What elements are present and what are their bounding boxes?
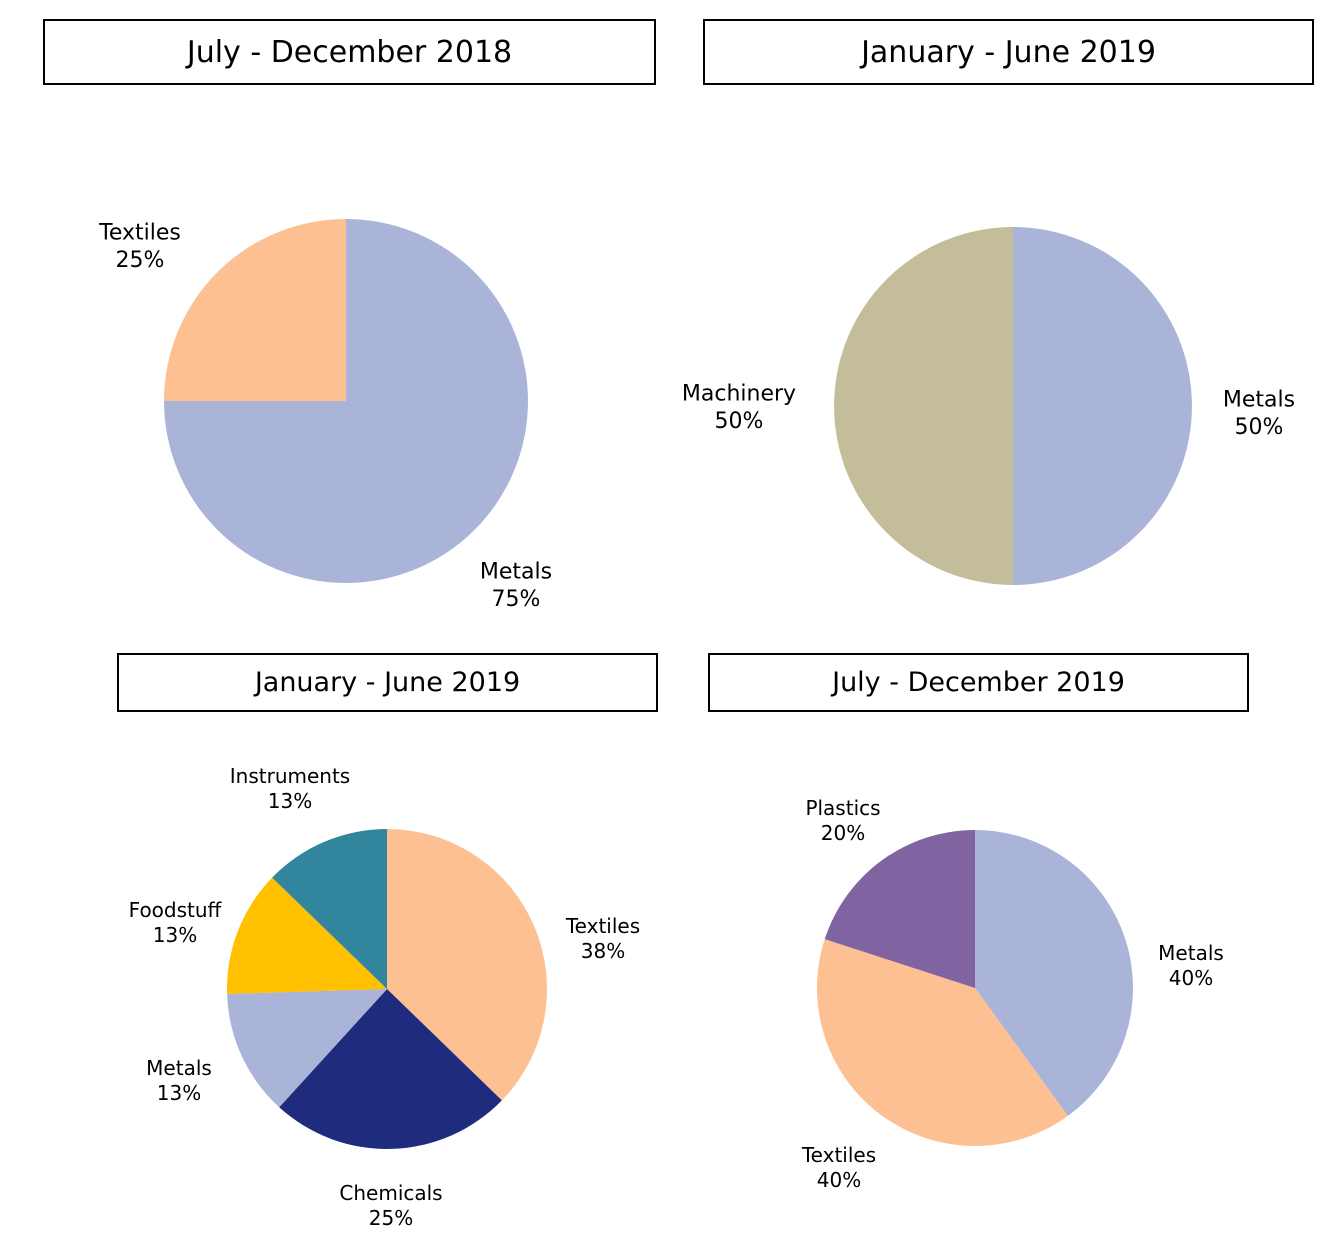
- pie-3-slice-metals: [227, 989, 387, 1108]
- pie-1-label-textiles: Textiles: [98, 221, 181, 246]
- pie-3-label-textiles: Textiles: [565, 914, 640, 938]
- pie-1-value-textiles: 25%: [116, 248, 165, 273]
- pie-2-slice-metals: [1013, 227, 1192, 585]
- pie-3-slice-instruments: [272, 829, 387, 989]
- pie-3-value-metals: 13%: [157, 1081, 201, 1105]
- pie-chart-3: Textiles38%Chemicals25%Metals13%Foodstuf…: [129, 764, 640, 1230]
- chart-4-title: July - December 2019: [708, 653, 1249, 712]
- pie-4-value-plastics: 20%: [821, 821, 865, 845]
- pie-3-value-instruments: 13%: [268, 789, 312, 813]
- pie-3-slice-textiles: [387, 828, 548, 1101]
- pie-3-label-foodstuff: Foodstuff: [129, 898, 223, 922]
- pie-4-value-metals: 40%: [1169, 966, 1213, 990]
- pie-4-slice-metals: [975, 830, 1133, 1116]
- pie-2-label-metals: Metals: [1223, 388, 1295, 413]
- pie-4-label-plastics: Plastics: [805, 796, 880, 820]
- pie-1-slice-textiles: [164, 219, 346, 401]
- pie-2-value-machinery: 50%: [715, 409, 764, 434]
- pie-3-label-instruments: Instruments: [230, 764, 350, 788]
- pie-4-label-textiles: Textiles: [801, 1143, 876, 1167]
- pie-2-slice-machinery: [834, 227, 1013, 585]
- chart-3-title: January - June 2019: [117, 653, 658, 712]
- pie-2-value-metals: 50%: [1235, 415, 1284, 440]
- pie-3-value-textiles: 38%: [581, 939, 625, 963]
- chart-1-title: July - December 2018: [43, 19, 656, 85]
- pie-3-slice-chemicals: [279, 989, 502, 1149]
- pie-2-label-machinery: Machinery: [682, 382, 796, 407]
- pie-3-value-chemicals: 25%: [369, 1206, 413, 1230]
- pie-3-slice-foodstuff: [227, 877, 387, 994]
- pie-3-label-metals: Metals: [146, 1056, 212, 1080]
- pie-4-slice-textiles: [817, 939, 1068, 1146]
- pie-4-label-metals: Metals: [1158, 941, 1224, 965]
- pie-1-value-metals: 75%: [492, 587, 541, 612]
- pie-3-label-chemicals: Chemicals: [339, 1181, 442, 1205]
- pie-4-value-textiles: 40%: [817, 1168, 861, 1192]
- pie-3-value-foodstuff: 13%: [153, 923, 197, 947]
- pie-1-label-metals: Metals: [480, 560, 552, 585]
- chart-2-title: January - June 2019: [703, 19, 1314, 85]
- pie-4-slice-plastics: [824, 830, 975, 988]
